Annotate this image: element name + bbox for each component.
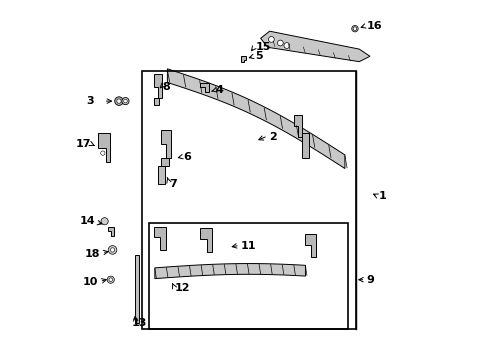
Circle shape — [352, 27, 356, 31]
Circle shape — [115, 97, 123, 105]
Polygon shape — [199, 228, 212, 252]
Text: 1: 1 — [378, 191, 386, 201]
Polygon shape — [301, 134, 308, 158]
Polygon shape — [260, 31, 369, 62]
Circle shape — [110, 248, 115, 252]
Text: 17: 17 — [76, 139, 91, 149]
Text: 10: 10 — [83, 277, 98, 287]
Text: 18: 18 — [85, 248, 100, 258]
Text: 13: 13 — [131, 319, 146, 328]
Text: 12: 12 — [174, 283, 190, 293]
Polygon shape — [167, 69, 344, 168]
Bar — [142, 71, 355, 329]
Polygon shape — [241, 56, 246, 62]
Text: 9: 9 — [366, 275, 373, 285]
Circle shape — [108, 246, 117, 254]
Bar — [149, 223, 348, 329]
Text: 5: 5 — [255, 51, 263, 61]
Circle shape — [351, 26, 357, 32]
Circle shape — [284, 42, 289, 48]
Polygon shape — [305, 234, 316, 257]
Circle shape — [117, 99, 121, 103]
Circle shape — [101, 151, 105, 155]
Circle shape — [101, 218, 108, 225]
Polygon shape — [154, 74, 162, 98]
Polygon shape — [158, 166, 164, 184]
Polygon shape — [154, 226, 165, 250]
Polygon shape — [161, 158, 169, 166]
Text: 16: 16 — [366, 21, 381, 31]
Text: 15: 15 — [255, 42, 270, 52]
Polygon shape — [155, 264, 305, 279]
Text: 8: 8 — [162, 82, 169, 92]
Polygon shape — [154, 98, 159, 105]
Text: 7: 7 — [169, 179, 177, 189]
Text: 11: 11 — [241, 241, 256, 251]
Polygon shape — [161, 130, 171, 158]
Circle shape — [122, 98, 129, 105]
Text: 2: 2 — [269, 132, 277, 142]
Polygon shape — [135, 255, 139, 323]
Circle shape — [277, 40, 283, 46]
Polygon shape — [107, 226, 113, 235]
Polygon shape — [293, 116, 301, 137]
Text: 14: 14 — [80, 216, 95, 226]
Polygon shape — [199, 83, 208, 92]
Text: 6: 6 — [183, 152, 191, 162]
Circle shape — [107, 276, 114, 283]
Circle shape — [123, 99, 127, 103]
Circle shape — [268, 37, 274, 42]
Text: 4: 4 — [215, 85, 223, 95]
Circle shape — [109, 278, 112, 282]
Text: 3: 3 — [86, 96, 94, 106]
Polygon shape — [98, 134, 110, 162]
